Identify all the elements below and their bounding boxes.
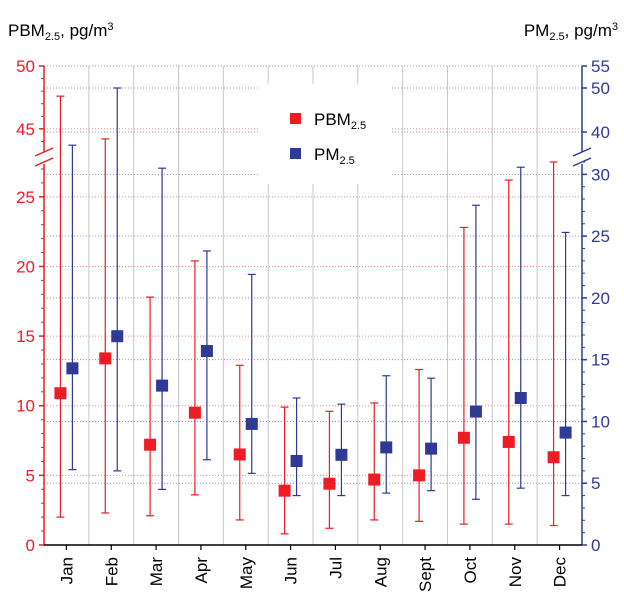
- left-axis-title: PBM2.5, pg/m3: [8, 21, 114, 43]
- pm-marker: [111, 330, 124, 343]
- right-tick-label: 15: [591, 351, 610, 370]
- pm-marker: [380, 441, 393, 454]
- right-tick-label: 55: [591, 57, 610, 76]
- legend-background: [258, 84, 390, 184]
- right-tick-label: 25: [591, 227, 610, 246]
- right-tick-label: 5: [591, 474, 600, 493]
- data-marks: [54, 87, 572, 535]
- right-tick-label: 0: [591, 536, 600, 555]
- pbm-marker: [502, 435, 515, 448]
- left-tick-label: 5: [26, 466, 35, 485]
- pbm-marker: [413, 469, 426, 482]
- x-tick-label-jul: Jul: [326, 557, 345, 579]
- pbm-marker: [233, 448, 246, 461]
- x-tick-label-apr: Apr: [192, 557, 211, 584]
- left-tick-label: 20: [16, 257, 35, 276]
- pbm-marker: [547, 451, 560, 464]
- x-tick-label-mar: Mar: [147, 557, 166, 587]
- pm-marker: [469, 405, 482, 418]
- right-tick-label: 30: [591, 165, 610, 184]
- x-tick-label-oct: Oct: [461, 557, 480, 584]
- right-tick-label: 10: [591, 412, 610, 431]
- pm-marker: [156, 379, 169, 392]
- pm-marker: [425, 442, 438, 455]
- x-tick-label-nov: Nov: [506, 557, 525, 588]
- pbm-marker: [188, 406, 201, 419]
- right-axis-title: PM2.5, pg/m3: [524, 21, 618, 43]
- x-tick-label-jun: Jun: [282, 557, 301, 584]
- right-axis-break-mark: [572, 147, 592, 157]
- left-tick-label: 45: [16, 120, 35, 139]
- legend-label-pbm: PBM2.5: [314, 110, 366, 132]
- legend-swatch-pbm: [290, 113, 301, 124]
- legend-swatch-pm: [290, 148, 301, 159]
- pbm-marker: [457, 431, 470, 444]
- left-axis-break-mark: [34, 147, 54, 157]
- pbm-marker: [144, 438, 157, 451]
- pbm-marker: [278, 484, 291, 497]
- pm-marker: [335, 448, 348, 461]
- legend: PBM2.5 PM2.5: [258, 84, 390, 184]
- x-tick-label-may: May: [237, 557, 256, 590]
- x-tick-label-aug: Aug: [371, 557, 390, 587]
- left-tick-label: 25: [16, 188, 35, 207]
- pbm-marker: [368, 473, 381, 486]
- pm-marker: [66, 362, 79, 375]
- right-tick-label: 40: [591, 123, 610, 142]
- legend-label-pm: PM2.5: [314, 145, 355, 167]
- pm-marker: [245, 417, 258, 430]
- pbm-marker: [323, 477, 336, 490]
- right-tick-label: 20: [591, 289, 610, 308]
- pm-marker: [559, 426, 572, 439]
- pm-marker: [200, 345, 213, 358]
- pbm-marker: [54, 387, 67, 400]
- left-axis-break-mark: [34, 157, 54, 167]
- left-tick-label: 15: [16, 327, 35, 346]
- pbm-marker: [99, 352, 112, 365]
- x-tick-label-dec: Dec: [551, 557, 570, 588]
- x-tick-label-sept: Sept: [416, 557, 435, 592]
- left-tick-label: 10: [16, 397, 35, 416]
- x-tick-label-jan: Jan: [57, 557, 76, 584]
- right-tick-label: 50: [591, 79, 610, 98]
- left-tick-label: 50: [16, 57, 35, 76]
- pm-marker: [290, 454, 303, 467]
- x-tick-label-feb: Feb: [102, 557, 121, 586]
- axes: 0 5 10 15 20 25 45 50 0 5 10 15 20 25 30 40 50 55 Jan Feb Ma…: [16, 57, 610, 592]
- pm-marker: [514, 391, 527, 404]
- left-tick-label: 0: [26, 536, 35, 555]
